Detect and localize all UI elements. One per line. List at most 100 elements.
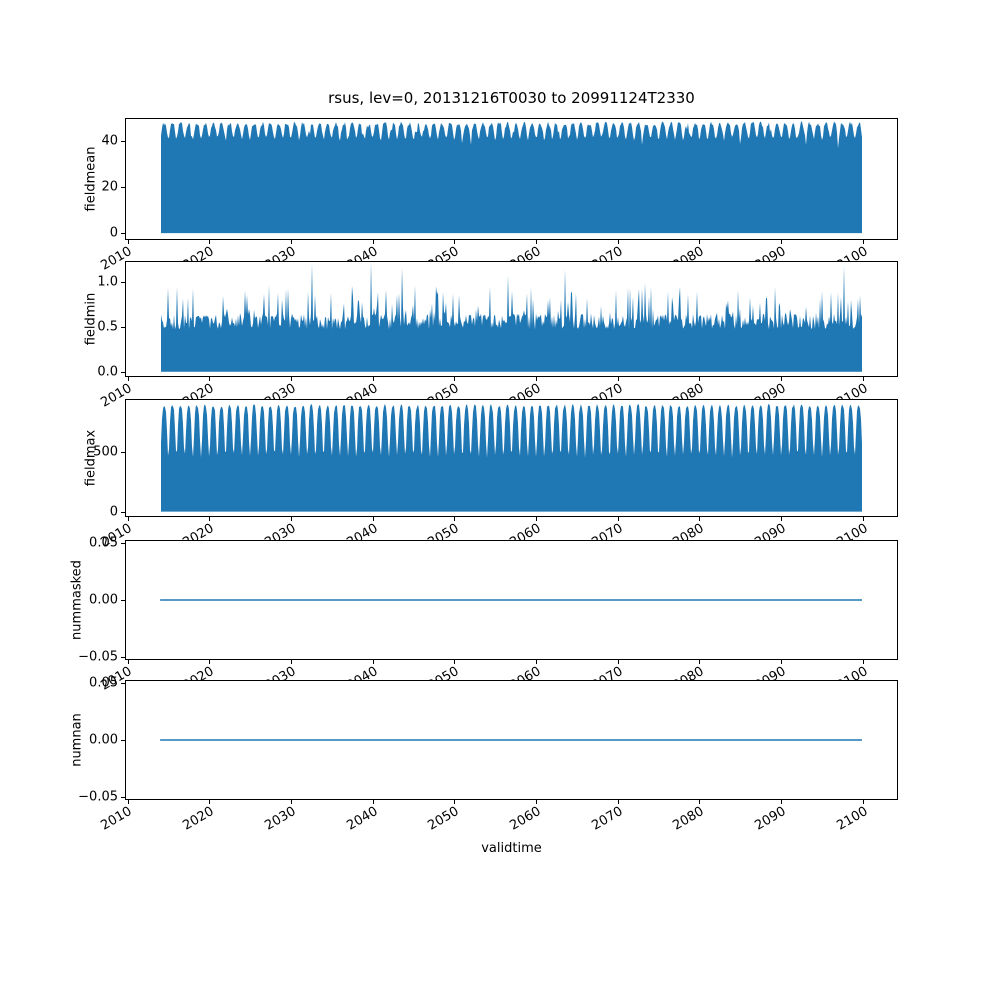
y-axis-label-nummasked: nummasked (69, 560, 85, 640)
x-tick-label: 2060 (507, 804, 544, 834)
x-tick (862, 240, 864, 244)
x-tick-label: 2020 (180, 804, 217, 834)
fieldmax-series (161, 403, 862, 512)
x-tick (699, 517, 701, 521)
x-tick (536, 240, 537, 244)
fieldmean-plot (161, 121, 862, 234)
x-tick (127, 377, 129, 381)
x-tick (127, 240, 129, 244)
x-tick-label: 2100 (834, 804, 871, 834)
x-tick (781, 660, 783, 664)
y-tick (121, 326, 125, 328)
y-tick (121, 452, 125, 453)
x-tick (699, 240, 701, 244)
x-tick (617, 240, 619, 244)
y-tick-label: 0.05 (89, 535, 118, 551)
y-tick-label: −0.05 (78, 789, 118, 805)
fieldmin-series (161, 262, 862, 372)
x-tick (536, 517, 537, 521)
x-tick (290, 517, 292, 521)
x-tick-label: 2040 (343, 804, 381, 834)
numnan-plot (160, 739, 862, 741)
x-tick (372, 240, 374, 244)
y-tick-label: 20 (101, 179, 118, 195)
y-tick (121, 543, 125, 544)
x-tick (372, 517, 374, 521)
y-tick-label: −0.05 (78, 649, 118, 665)
x-tick-label: 2010 (98, 804, 135, 834)
x-tick (617, 800, 619, 804)
x-tick (454, 660, 456, 664)
x-tick (209, 660, 211, 664)
y-tick (121, 281, 125, 283)
y-tick-label: 0.00 (89, 592, 118, 608)
y-tick (121, 657, 125, 658)
x-tick (209, 517, 211, 521)
y-tick (121, 683, 125, 684)
x-tick (209, 240, 211, 244)
x-tick (536, 377, 537, 381)
y-tick-label: 500 (93, 444, 118, 460)
y-tick (121, 600, 125, 601)
x-tick (454, 240, 456, 244)
x-tick (781, 800, 783, 804)
x-tick (699, 660, 701, 664)
y-axis-label-numnan: numnan (69, 713, 85, 767)
x-tick (781, 517, 783, 521)
nummasked-plot (160, 599, 862, 601)
x-tick (617, 660, 619, 664)
x-tick (536, 800, 537, 804)
y-tick-label: 0.5 (97, 319, 118, 335)
y-tick-label: 0.0 (97, 364, 118, 380)
x-tick (699, 800, 701, 804)
x-tick (290, 660, 292, 664)
x-tick (617, 517, 619, 521)
x-tick-label: 2080 (670, 804, 707, 834)
subplot-nummasked (125, 540, 898, 660)
x-tick (617, 377, 619, 381)
subplot-numnan (125, 680, 898, 800)
x-tick (209, 377, 211, 381)
chart-title: rsus, lev=0, 20131216T0030 to 20991124T2… (328, 89, 695, 107)
x-tick-label: 2090 (752, 804, 789, 834)
y-tick-label: 0 (109, 504, 118, 520)
x-tick (127, 517, 129, 521)
y-tick (121, 141, 125, 142)
y-tick (121, 740, 125, 741)
y-tick-label: 0 (109, 225, 118, 241)
x-tick (536, 660, 537, 664)
x-tick (862, 660, 864, 664)
x-tick (781, 240, 783, 244)
x-tick (454, 800, 456, 804)
x-tick (781, 377, 783, 381)
x-tick (372, 377, 374, 381)
x-axis-label: validtime (481, 841, 542, 856)
x-tick (372, 800, 374, 804)
y-tick-label: 40 (101, 133, 118, 149)
x-tick (862, 800, 864, 804)
y-tick-label: 1.0 (97, 274, 118, 290)
y-tick (121, 371, 125, 373)
x-tick (290, 240, 292, 244)
x-tick (862, 377, 864, 381)
x-tick-label: 2070 (589, 804, 626, 834)
fieldmean-series (161, 121, 862, 234)
y-axis-label-fieldmean: fieldmean (83, 146, 99, 212)
fieldmax-plot (161, 403, 862, 512)
y-tick (121, 233, 125, 235)
fieldmin-plot (161, 262, 862, 372)
x-tick (454, 517, 456, 521)
x-tick-label: 2050 (425, 804, 462, 834)
y-tick (121, 187, 125, 189)
x-tick (372, 660, 374, 664)
x-tick-label: 2030 (262, 804, 299, 834)
x-tick (290, 377, 292, 381)
x-tick (127, 660, 129, 664)
subplot-fieldmean (125, 118, 898, 240)
x-tick (209, 800, 211, 804)
y-tick (121, 511, 125, 513)
x-tick (862, 517, 864, 521)
y-axis-label-fieldmin: fieldmin (83, 292, 99, 346)
x-tick (699, 377, 701, 381)
